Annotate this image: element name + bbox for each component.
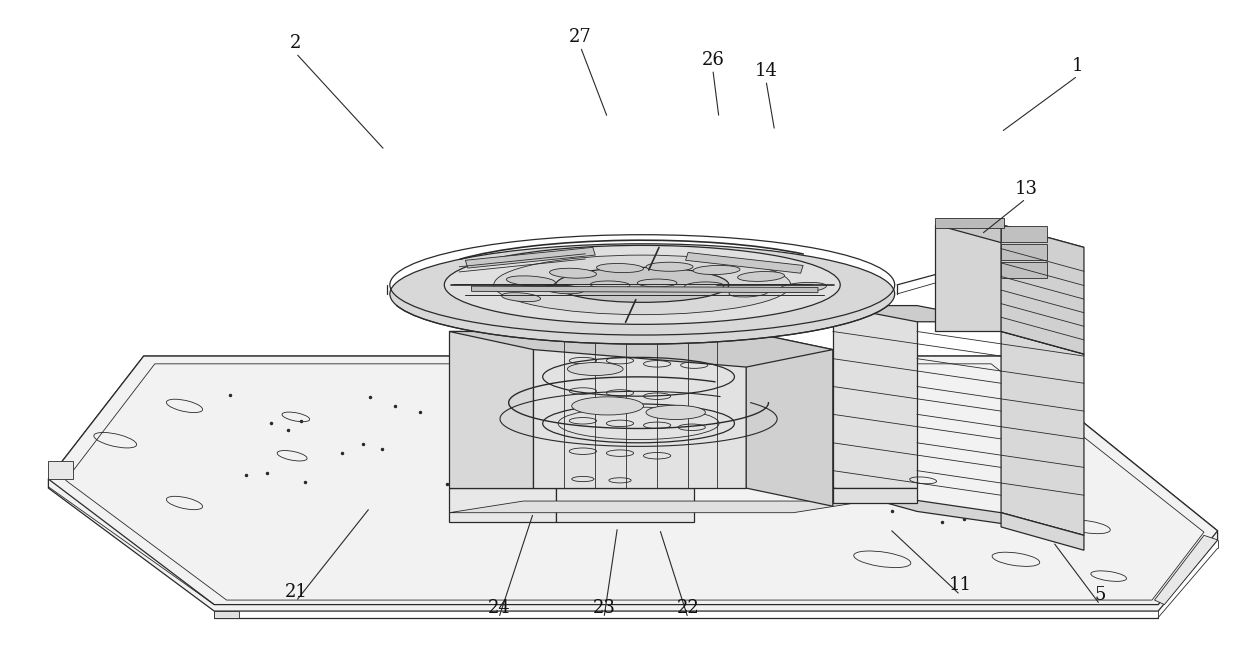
Ellipse shape — [646, 262, 693, 271]
Polygon shape — [471, 286, 818, 292]
Polygon shape — [746, 332, 833, 506]
Polygon shape — [533, 332, 746, 488]
Ellipse shape — [549, 268, 596, 278]
Text: 22: 22 — [677, 599, 699, 618]
Polygon shape — [935, 218, 1003, 228]
Text: 2: 2 — [290, 34, 301, 53]
Polygon shape — [686, 252, 804, 273]
Polygon shape — [1001, 262, 1047, 278]
Ellipse shape — [684, 282, 724, 291]
Polygon shape — [449, 477, 630, 488]
Polygon shape — [449, 332, 833, 367]
Ellipse shape — [646, 405, 706, 419]
Polygon shape — [449, 488, 556, 523]
Polygon shape — [48, 356, 1218, 604]
Text: 5: 5 — [1095, 586, 1106, 604]
Polygon shape — [556, 488, 694, 523]
Polygon shape — [1154, 536, 1218, 605]
Polygon shape — [1001, 244, 1047, 260]
Ellipse shape — [596, 263, 644, 272]
Polygon shape — [1001, 513, 1084, 551]
Ellipse shape — [501, 292, 541, 302]
Polygon shape — [465, 248, 595, 268]
Polygon shape — [48, 461, 73, 479]
Polygon shape — [935, 225, 1001, 332]
Ellipse shape — [729, 289, 769, 297]
Polygon shape — [833, 306, 1001, 322]
Polygon shape — [833, 488, 1084, 536]
Ellipse shape — [389, 244, 895, 344]
Polygon shape — [833, 306, 916, 488]
Polygon shape — [449, 332, 533, 488]
Ellipse shape — [506, 276, 556, 286]
Polygon shape — [833, 488, 916, 503]
Ellipse shape — [572, 397, 644, 415]
Polygon shape — [48, 356, 1218, 611]
Ellipse shape — [738, 272, 785, 281]
Text: 21: 21 — [284, 582, 308, 601]
Ellipse shape — [556, 267, 729, 302]
Text: 14: 14 — [755, 62, 777, 80]
Ellipse shape — [637, 279, 677, 287]
Ellipse shape — [590, 281, 630, 289]
Ellipse shape — [544, 285, 584, 294]
Text: 26: 26 — [702, 51, 724, 69]
Ellipse shape — [780, 282, 826, 293]
Polygon shape — [1001, 225, 1084, 354]
Text: 24: 24 — [487, 599, 510, 618]
Text: 11: 11 — [949, 576, 972, 594]
Polygon shape — [215, 611, 239, 618]
Ellipse shape — [693, 265, 740, 274]
Polygon shape — [935, 225, 1084, 248]
Polygon shape — [1001, 332, 1084, 536]
Polygon shape — [1001, 226, 1047, 242]
Text: 23: 23 — [593, 599, 615, 618]
Text: 1: 1 — [1073, 57, 1084, 75]
Ellipse shape — [494, 255, 791, 315]
Ellipse shape — [444, 246, 841, 324]
Text: 13: 13 — [1014, 180, 1038, 198]
Text: 27: 27 — [569, 28, 591, 46]
Ellipse shape — [568, 363, 622, 376]
Polygon shape — [449, 501, 868, 513]
